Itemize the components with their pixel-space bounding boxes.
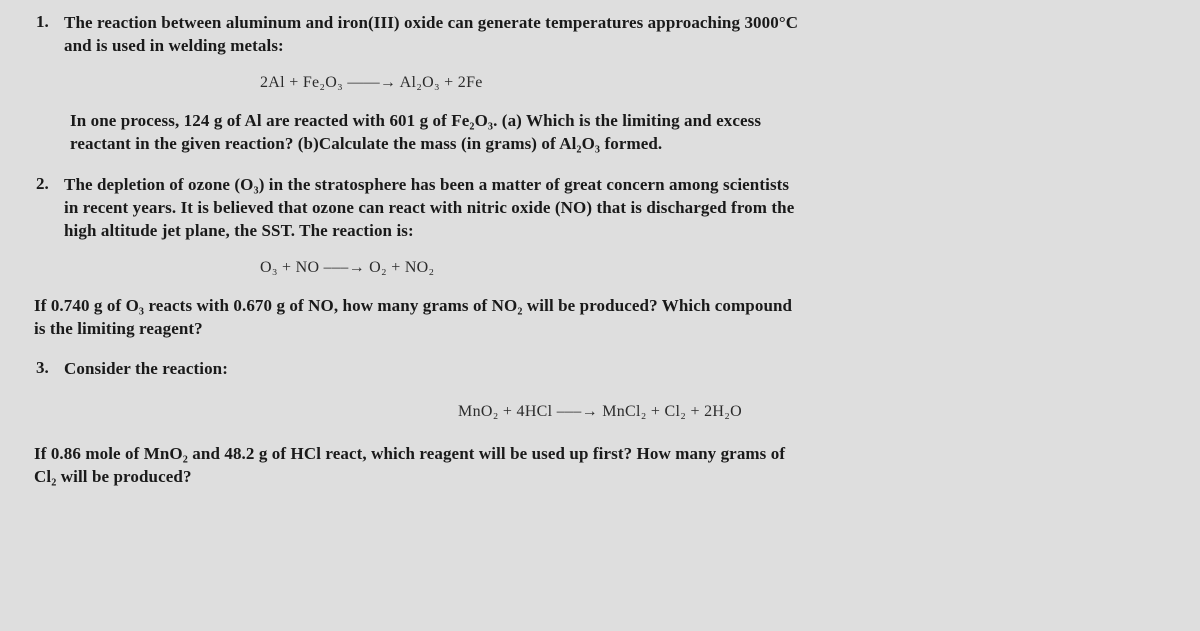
q3-para2: If 0.86 mole of MnO₂ and 48.2 g of HCl r… — [30, 443, 1170, 489]
q2-para2: If 0.740 g of O₃ reacts with 0.670 g of … — [30, 295, 1170, 341]
q3-header: 3. Consider the reaction: — [30, 358, 1170, 381]
q3-number: 3. — [30, 358, 64, 381]
q1-p2a: In one process, 124 g of Al are reacted … — [70, 110, 1170, 133]
q3-p2a: If 0.86 mole of MnO₂ and 48.2 g of HCl r… — [34, 443, 1170, 466]
q1-equation: 2Al + Fe₂O₃ ――→ Al₂O₃ + 2Fe — [30, 74, 1170, 92]
q1-body: The reaction between aluminum and iron(I… — [64, 12, 1170, 58]
q1-number: 1. — [30, 12, 64, 58]
q1-line1: The reaction between aluminum and iron(I… — [64, 12, 1170, 35]
q3-p2b: Cl₂ will be produced? — [34, 466, 1170, 489]
q1-para2: In one process, 124 g of Al are reacted … — [30, 110, 1170, 156]
q1-line2: and is used in welding metals: — [64, 35, 1170, 58]
q2-header: 2. The depletion of ozone (O₃) in the st… — [30, 174, 1170, 243]
q2-number: 2. — [30, 174, 64, 243]
q2-line1: The depletion of ozone (O₃) in the strat… — [64, 174, 1170, 197]
q3-body: Consider the reaction: — [64, 358, 1170, 381]
q2-line3: high altitude jet plane, the SST. The re… — [64, 220, 1170, 243]
question-3: 3. Consider the reaction: MnO₂ + 4HCl ‒‒… — [30, 358, 1170, 489]
question-2: 2. The depletion of ozone (O₃) in the st… — [30, 174, 1170, 341]
q2-p2b: is the limiting reagent? — [34, 318, 1170, 341]
q1-p2b: reactant in the given reaction? (b)Calcu… — [70, 133, 1170, 156]
q2-p2a: If 0.740 g of O₃ reacts with 0.670 g of … — [34, 295, 1170, 318]
q2-line2: in recent years. It is believed that ozo… — [64, 197, 1170, 220]
q3-equation: MnO₂ + 4HCl ‒‒‒→ MnCl₂ + Cl₂ + 2H₂O — [30, 403, 1170, 421]
q2-equation: O₃ + NO ‒‒‒→ O₂ + NO₂ — [30, 259, 1170, 277]
question-1: 1. The reaction between aluminum and iro… — [30, 12, 1170, 156]
q1-header: 1. The reaction between aluminum and iro… — [30, 12, 1170, 58]
q2-body: The depletion of ozone (O₃) in the strat… — [64, 174, 1170, 243]
q3-line1: Consider the reaction: — [64, 358, 1170, 381]
